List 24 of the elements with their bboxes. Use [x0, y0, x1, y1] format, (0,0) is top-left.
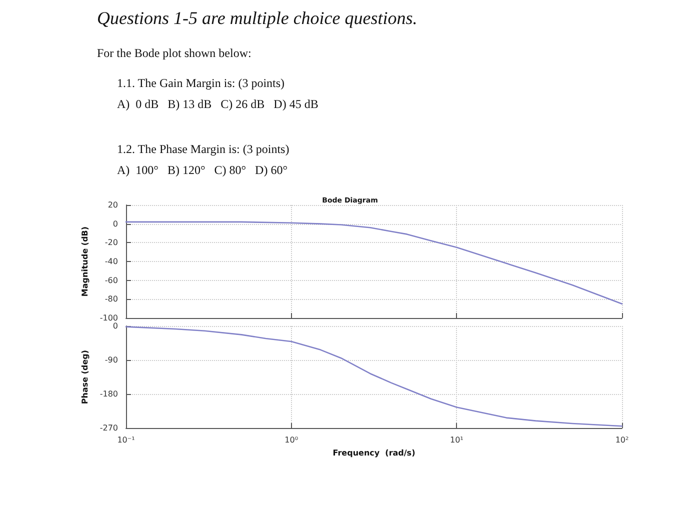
y-tick-label: -20 — [104, 238, 118, 248]
y-tick-label: -100 — [100, 314, 118, 322]
y-tick-label: -270 — [100, 424, 118, 432]
y-tick-label: 0 — [112, 322, 118, 330]
x-tick-label: 10⁻¹ — [117, 436, 135, 444]
text: A) 0 dB B) 13 dB C) 26 dB D) 45 dB — [117, 97, 318, 112]
x-tick-label: 10² — [615, 436, 629, 444]
y-tick-label: 0 — [112, 219, 118, 228]
y-tick-label: 20 — [108, 200, 118, 210]
y-axis-title: Magnitude (dB) — [80, 226, 90, 297]
x-tick-label: 10⁰ — [284, 436, 298, 444]
text: 1.1. The Gain Margin is: (3 points) — [117, 76, 285, 91]
y-tick-label: -180 — [100, 390, 118, 398]
text: A) 100° B) 120° C) 80° D) 60° — [117, 163, 288, 178]
text: For the Bode plot shown below: — [97, 46, 252, 61]
y-tick-label: -60 — [104, 276, 118, 285]
text: 1.2. The Phase Margin is: (3 points) — [117, 142, 290, 157]
y-axis-title: Phase (deg) — [80, 350, 90, 404]
text: Questions 1-5 are multiple choice questions. — [97, 8, 418, 29]
y-tick-label: -40 — [104, 257, 118, 266]
x-tick-label: 10¹ — [450, 436, 464, 444]
y-tick-label: -90 — [104, 356, 118, 364]
y-tick-label: -80 — [104, 294, 118, 304]
x-axis-title: Frequency (rad/s) — [332, 448, 416, 458]
